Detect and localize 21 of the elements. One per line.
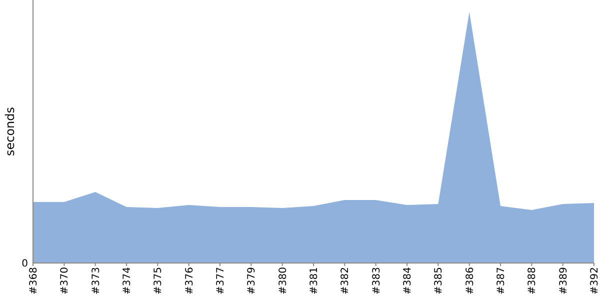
x-tick-label: #384 [402, 267, 414, 294]
x-tick-label: #370 [60, 267, 71, 294]
x-tick-label: #383 [371, 267, 382, 294]
x-tick-label: #381 [309, 267, 320, 294]
x-tick-label: #375 [153, 267, 164, 294]
y-axis-title: seconds [3, 106, 17, 156]
x-tick-label: #373 [90, 267, 102, 294]
x-tick-label: #389 [558, 267, 570, 294]
x-tick-label: #392 [590, 267, 600, 294]
x-tick-label: #379 [246, 267, 258, 294]
text: 0 [22, 258, 28, 270]
x-tick-label: #368 [28, 267, 40, 294]
x-tick-label: #377 [216, 267, 226, 294]
x-tick-label: #376 [184, 267, 196, 294]
x-tick-label: #380 [278, 267, 289, 294]
x-tick-label: #387 [496, 267, 507, 294]
x-tick-label: #382 [340, 267, 352, 294]
x-tick-label: #385 [434, 267, 445, 294]
x-tick-label: #374 [122, 267, 133, 294]
x-tick-label: #386 [464, 267, 476, 294]
x-tick-label: #388 [527, 267, 538, 294]
